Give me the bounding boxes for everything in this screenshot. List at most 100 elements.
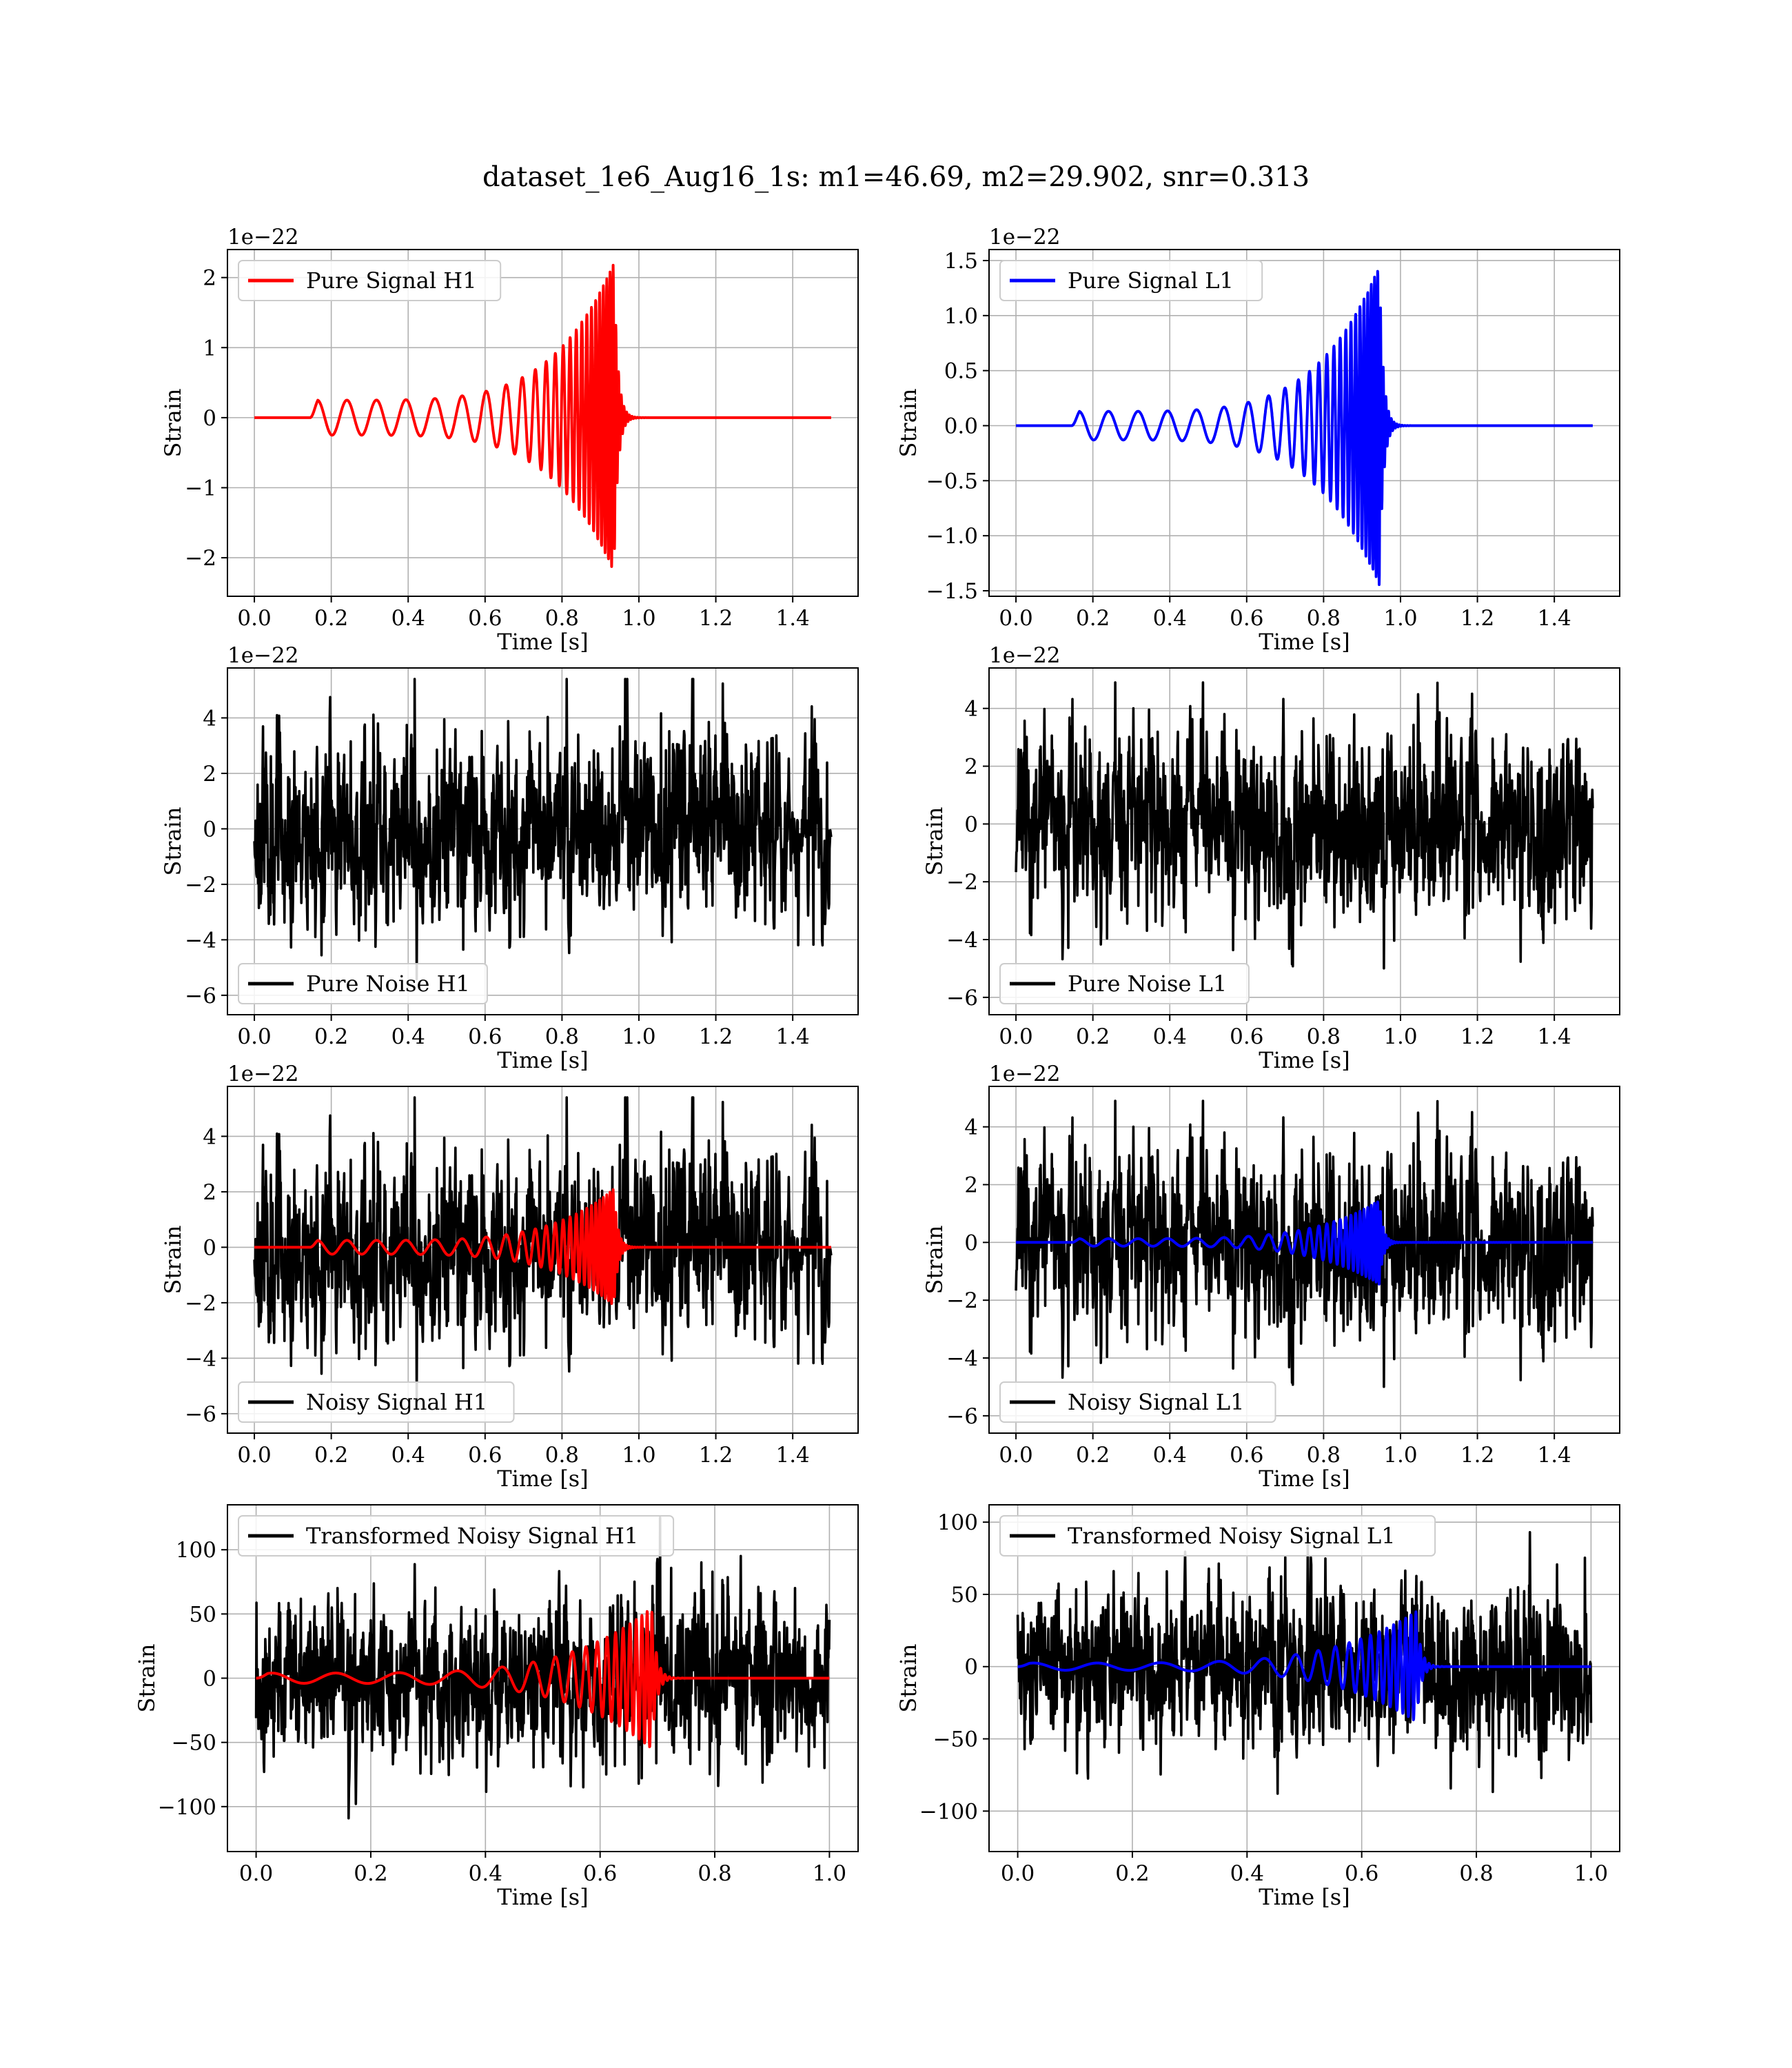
grid-lines — [989, 250, 1620, 596]
x-tick-label: 0.0 — [999, 606, 1032, 631]
series-line-noise — [1016, 1531, 1593, 1795]
legend: Noisy Signal H1 — [238, 1381, 515, 1423]
series-line-signal — [1016, 1610, 1593, 1721]
y-tick-label: −1.0 — [926, 524, 978, 549]
grid-lines — [989, 1086, 1620, 1433]
subplot-pure-noise-l1: 0.0 0.2 0.4 0.6 0.8 1.0 1.2 1.4 −6 −4 −2 0 2 4 Time [s… — [922, 643, 1620, 1073]
y-tick-label: −2 — [946, 870, 978, 895]
legend-box — [999, 963, 1250, 1004]
axes-frame — [988, 667, 1620, 1015]
y-tick-label: 2 — [964, 755, 978, 780]
series-group — [253, 678, 833, 981]
series-group — [253, 1096, 833, 1399]
series-line-signal — [253, 263, 833, 568]
y-tick-label: −100 — [919, 1799, 978, 1824]
y-tick-label: 0 — [203, 1235, 216, 1260]
x-tick-label: 1.2 — [699, 606, 733, 631]
y-tick-label: −2 — [185, 546, 216, 571]
axes-frame — [227, 249, 859, 597]
x-tick-label: 0.2 — [1076, 606, 1110, 631]
x-axis-label: Time [s] — [497, 629, 588, 655]
y-axis-label: Strain — [922, 807, 948, 876]
y-tick-label: 0 — [203, 817, 216, 842]
y-tick-label: −4 — [185, 1346, 216, 1371]
series-line-noise — [1015, 681, 1594, 970]
x-tick-label: 0.0 — [237, 1024, 271, 1049]
series-line-signal — [254, 1610, 831, 1749]
axes-frame — [988, 1086, 1620, 1434]
legend: Noisy Signal L1 — [999, 1381, 1276, 1423]
x-axis-label: Time [s] — [1259, 629, 1350, 655]
x-tick-label: 0.6 — [1230, 1443, 1263, 1468]
x-tick-label: 1.2 — [1460, 606, 1494, 631]
y-tick-label: 1 — [203, 336, 216, 361]
y-tick-label: 50 — [190, 1602, 216, 1627]
y-tick-label: 0 — [203, 1667, 216, 1692]
legend-label: Transformed Noisy Signal H1 — [306, 1523, 638, 1549]
y-tick-label: 0.0 — [944, 414, 978, 438]
x-tick-label: 1.4 — [775, 1443, 809, 1468]
x-tick-label: 1.0 — [1383, 1024, 1417, 1049]
legend: Transformed Noisy Signal L1 — [999, 1515, 1436, 1557]
y-tick-label: −2 — [946, 1288, 978, 1313]
y-tick-label: −6 — [185, 984, 216, 1008]
legend-label: Pure Noise H1 — [306, 971, 470, 997]
y-axis-label: Strain — [895, 389, 922, 458]
y-tick-label: −6 — [946, 986, 978, 1011]
y-tick-label: 2 — [203, 762, 216, 787]
series-line-signal — [1015, 270, 1594, 587]
legend-box — [999, 1381, 1276, 1423]
y-tick-label: 0 — [964, 1230, 978, 1255]
x-tick-label: 0.0 — [999, 1443, 1032, 1468]
x-tick-label: 0.6 — [1345, 1861, 1378, 1886]
x-tick-label: 0.2 — [1076, 1024, 1110, 1049]
y-tick-label: −4 — [185, 928, 216, 953]
subplot-noisy-signal-h1: 0.0 0.2 0.4 0.6 0.8 1.0 1.2 1.4 −6 −4 −2 0 2 4 Time [s… — [160, 1062, 859, 1492]
offset-label: 1e−22 — [227, 1062, 299, 1086]
legend: Pure Noise H1 — [238, 963, 488, 1004]
y-tick-label: −50 — [933, 1727, 978, 1752]
series-group — [1015, 681, 1594, 970]
subplot-pure-signal-h1: 0.0 0.2 0.4 0.6 0.8 1.0 1.2 1.4 −2 −1 0 1 2 Time [s] S… — [160, 225, 859, 655]
subplot-pure-noise-h1: 0.0 0.2 0.4 0.6 0.8 1.0 1.2 1.4 −6 −4 −2 0 2 4 Time [s… — [160, 643, 859, 1073]
y-tick-label: −0.5 — [926, 469, 978, 494]
x-tick-label: 0.8 — [545, 1443, 579, 1468]
x-tick-label: 0.4 — [1153, 1024, 1187, 1049]
offset-label: 1e−22 — [989, 643, 1061, 668]
x-tick-label: 0.8 — [1307, 1443, 1341, 1468]
legend: Pure Signal L1 — [999, 260, 1263, 301]
y-axis-label: Strain — [160, 1226, 186, 1295]
x-tick-label: 1.4 — [775, 606, 809, 631]
y-tick-label: −2 — [185, 873, 216, 898]
x-tick-label: 1.4 — [1537, 1024, 1571, 1049]
x-tick-label: 1.4 — [1537, 606, 1571, 631]
y-axis-label: Strain — [134, 1644, 160, 1713]
y-tick-label: 100 — [937, 1510, 978, 1535]
y-tick-label: 0 — [964, 812, 978, 837]
x-tick-label: 0.8 — [545, 606, 579, 631]
x-tick-label: 1.2 — [699, 1024, 733, 1049]
y-tick-label: −6 — [946, 1404, 978, 1429]
y-axis-label: Strain — [160, 389, 186, 458]
series-group — [1015, 1099, 1594, 1388]
x-axis-label: Time [s] — [497, 1047, 588, 1073]
legend-box — [238, 260, 502, 301]
x-tick-label: 1.0 — [813, 1861, 846, 1886]
x-tick-label: 0.2 — [1076, 1443, 1110, 1468]
x-tick-label: 0.4 — [391, 606, 425, 631]
x-tick-label: 0.6 — [583, 1861, 617, 1886]
x-tick-label: 0.4 — [1153, 606, 1187, 631]
x-tick-label: 1.0 — [622, 606, 655, 631]
x-axis-label: Time [s] — [1259, 1047, 1350, 1073]
x-tick-label: 1.4 — [775, 1024, 809, 1049]
x-tick-label: 0.0 — [239, 1861, 273, 1886]
subplot-transformed-noisy-signal-h1: 0.0 0.2 0.4 0.6 0.8 1.0 −100 −50 0 50 100 Time [s] S… — [134, 1504, 859, 1910]
legend-box — [238, 963, 488, 1004]
x-tick-label: 0.0 — [1001, 1861, 1035, 1886]
y-tick-label: 1.0 — [944, 304, 978, 329]
x-tick-label: 0.6 — [468, 1443, 502, 1468]
legend: Pure Signal H1 — [238, 260, 502, 301]
y-tick-label: 2 — [964, 1173, 978, 1198]
series-line-noise — [1015, 1099, 1594, 1388]
y-axis-label: Strain — [895, 1644, 922, 1713]
